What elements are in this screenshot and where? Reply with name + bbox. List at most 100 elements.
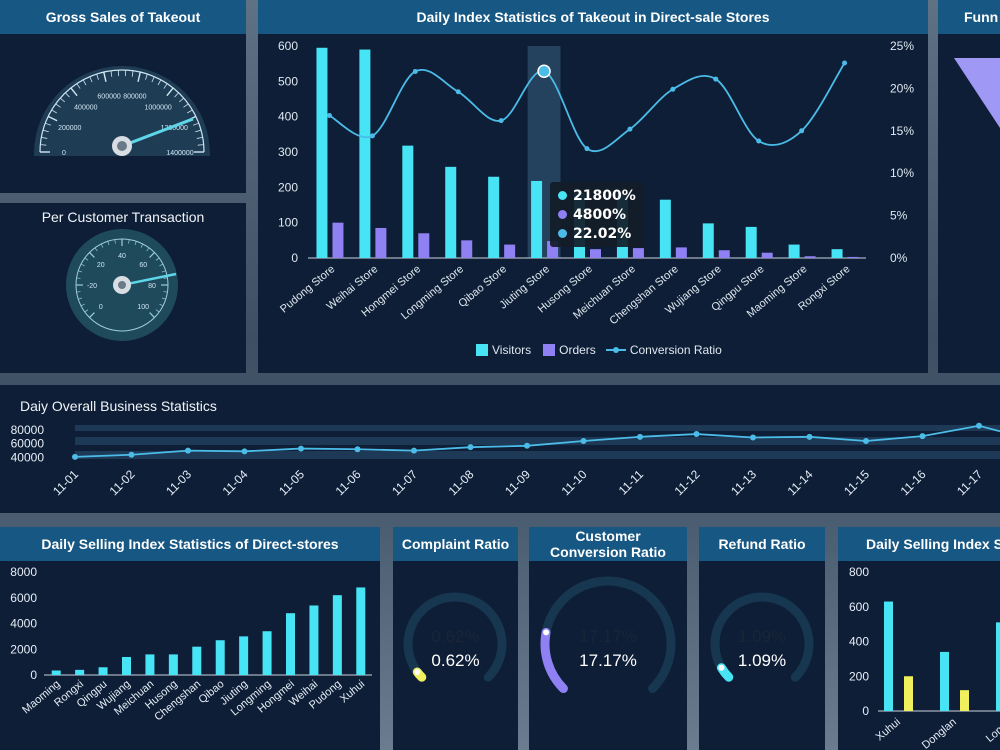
gauge-tick bbox=[140, 243, 144, 248]
y-tick-label: 400 bbox=[849, 635, 869, 649]
gauge-tick bbox=[134, 241, 137, 246]
conversion-point bbox=[713, 76, 719, 82]
gauge-tick bbox=[163, 291, 168, 293]
gauge-tick bbox=[161, 270, 166, 273]
gauge-tick bbox=[155, 309, 160, 313]
gauge-tick-label: 40 bbox=[118, 253, 126, 260]
selling-index2-chart: 0 200 400 600 800 Xuhui Donglan Longp bbox=[849, 565, 1000, 750]
x-tick-label: 11-11 bbox=[616, 467, 647, 498]
bar-visitors bbox=[531, 180, 543, 258]
gauge-tick bbox=[78, 270, 83, 273]
gauge-tick-label: 600000 bbox=[97, 93, 120, 100]
gauge-knob bbox=[718, 664, 725, 671]
gauge-tick bbox=[78, 297, 83, 300]
bar-orders bbox=[761, 252, 773, 258]
per-customer-title: Per Customer Transaction bbox=[41, 209, 205, 225]
overall-point bbox=[919, 433, 926, 440]
bar-visitors bbox=[316, 47, 328, 259]
gauge-tick bbox=[89, 312, 95, 318]
gross-sales-panel: Gross Sales of Takeout 0 200000 400000 6000… bbox=[0, 0, 246, 193]
complaint-value: 0.62% bbox=[431, 651, 480, 670]
gauge-tick bbox=[94, 247, 98, 252]
bar-visitors bbox=[402, 145, 414, 258]
bar-visitors bbox=[359, 49, 371, 259]
gauge-tick-label: 0 bbox=[62, 150, 66, 157]
conversion-point bbox=[326, 113, 332, 119]
legend-ratio-swatch bbox=[605, 347, 626, 353]
bar bbox=[192, 646, 202, 675]
overall-point bbox=[580, 437, 587, 444]
bar-orders bbox=[590, 249, 601, 258]
bar-visitors bbox=[788, 244, 800, 258]
gauge-tick-label: 1200000 bbox=[161, 125, 188, 132]
x-tick-label: 11-17 bbox=[954, 467, 985, 498]
gauge-tick-label: 400000 bbox=[74, 105, 97, 112]
tooltip-ratio: 22.02% bbox=[573, 225, 632, 242]
conversion-point bbox=[369, 133, 375, 139]
overall-point bbox=[637, 433, 643, 440]
gauge-tick bbox=[178, 97, 185, 103]
gauge-tick bbox=[163, 277, 168, 279]
gauge-tick bbox=[41, 136, 48, 139]
refund-title: Refund Ratio bbox=[699, 527, 825, 561]
gauge-tick bbox=[166, 87, 174, 97]
gauge-tick bbox=[84, 309, 89, 313]
selling-index2-panel: Daily Selling Index S 0 200 400 600 800 Xuhui… bbox=[838, 527, 1000, 750]
y-tick-label: 8000 bbox=[10, 565, 37, 579]
x-tick-label: 11-03 bbox=[163, 467, 194, 498]
gauge-tick bbox=[110, 70, 113, 77]
conversion-point bbox=[498, 118, 504, 124]
grid-band bbox=[75, 451, 1000, 459]
legend-visitors: Visitors bbox=[492, 343, 532, 357]
bar-orders bbox=[504, 244, 516, 258]
bar bbox=[309, 605, 319, 675]
gauge-tick bbox=[174, 92, 179, 98]
x-tick-label: 11-15 bbox=[841, 467, 872, 498]
overall-title: Daiy Overall Business Statistics bbox=[20, 398, 217, 414]
grid-band bbox=[75, 425, 1000, 431]
overall-point bbox=[693, 431, 700, 438]
gauge-knob bbox=[543, 629, 550, 636]
bar bbox=[904, 676, 913, 711]
daily-index-legend: Visitors Orders Conversion Ratio bbox=[476, 343, 722, 357]
y-tick-label: 0 bbox=[862, 704, 869, 718]
bar-visitors bbox=[445, 166, 457, 258]
funnel-shape bbox=[954, 58, 1000, 128]
gauge-track bbox=[710, 592, 814, 682]
bar bbox=[51, 670, 61, 675]
conversion-point bbox=[627, 126, 633, 132]
gauge-tick bbox=[161, 297, 166, 300]
gauge-tick bbox=[84, 257, 89, 261]
gauge-tick bbox=[76, 291, 81, 293]
y2-tick-label: 15% bbox=[890, 124, 914, 138]
x-tick-label: Donglan bbox=[920, 716, 959, 750]
bar-orders bbox=[418, 233, 430, 258]
gauge-tick bbox=[103, 71, 107, 82]
bar-visitors bbox=[745, 226, 757, 258]
bar-orders bbox=[375, 227, 387, 258]
gauge-tick-label: 60 bbox=[139, 262, 147, 269]
overall-point bbox=[241, 448, 248, 455]
bar-visitors bbox=[659, 199, 671, 258]
conversion-point bbox=[799, 128, 805, 134]
bar bbox=[168, 654, 178, 675]
bar-orders bbox=[718, 250, 730, 258]
x-tick-label: 11-07 bbox=[389, 467, 420, 498]
x-tick-label: Longp bbox=[984, 716, 1000, 745]
gauge-tick bbox=[114, 239, 116, 244]
gauge-tick bbox=[196, 136, 203, 139]
legend-ratio: Conversion Ratio bbox=[629, 343, 722, 357]
gauge-tick bbox=[183, 103, 189, 108]
bar-orders bbox=[804, 256, 816, 258]
bar bbox=[145, 654, 155, 675]
overall-point bbox=[467, 444, 474, 451]
gauge-tick bbox=[65, 92, 70, 98]
y-tick-label: 200 bbox=[849, 669, 869, 683]
gauge-tick-label: 200000 bbox=[58, 125, 81, 132]
complaint-panel: Complaint Ratio 0.62% 0.62% bbox=[393, 527, 518, 750]
complaint-value-shadow: 0.62% bbox=[431, 627, 480, 646]
gauge-tick bbox=[82, 79, 87, 86]
y-tick-label: 200 bbox=[278, 180, 298, 194]
bar bbox=[98, 667, 108, 675]
